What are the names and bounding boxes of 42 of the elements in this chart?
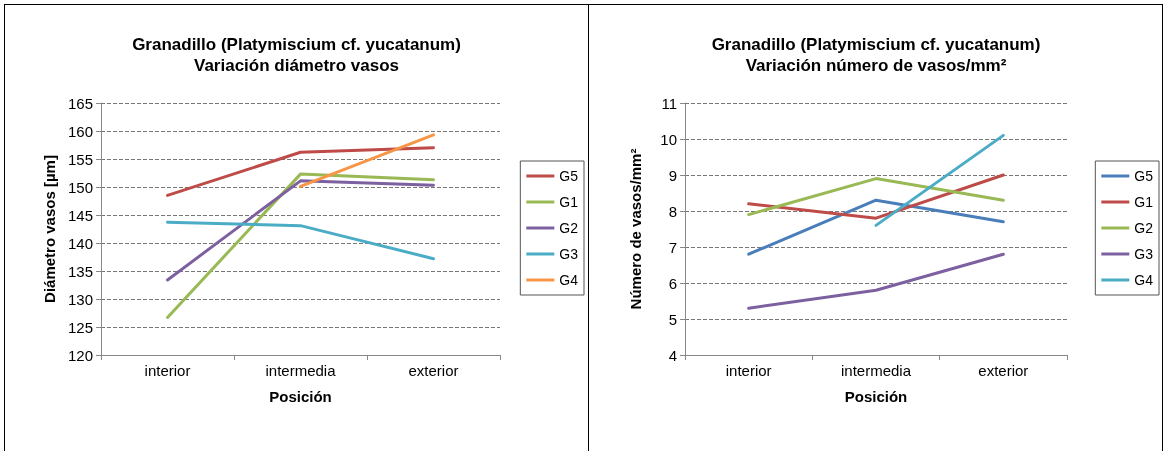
y-tick-label: 7 xyxy=(668,238,677,256)
x-tick-label: exterior xyxy=(978,362,1029,379)
chart-subtitle: Variación diámetro vasos xyxy=(193,56,400,75)
y-axis-title: Número de vasos/mm² xyxy=(627,148,644,310)
y-tick-label: 5 xyxy=(668,310,677,328)
legend-label: G2 xyxy=(559,220,579,236)
x-tick-label: interior xyxy=(725,362,772,379)
y-tick-label: 10 xyxy=(660,130,677,148)
y-axis-title: Diámetro vasos [µm] xyxy=(41,155,59,303)
y-tick-label: 140 xyxy=(67,234,93,252)
y-tick-label: 150 xyxy=(67,178,93,196)
y-tick-label: 120 xyxy=(67,346,93,364)
y-tick-label: 130 xyxy=(67,290,93,308)
y-tick-label: 155 xyxy=(67,150,93,168)
legend-label: G3 xyxy=(1134,246,1154,262)
y-tick-label: 6 xyxy=(668,274,677,292)
legend-label: G5 xyxy=(1134,168,1154,184)
x-axis-title: Posición xyxy=(269,388,332,405)
legend-label: G2 xyxy=(1134,220,1154,236)
y-tick-label: 4 xyxy=(668,346,677,364)
y-tick-label: 9 xyxy=(668,166,677,184)
y-tick-label: 125 xyxy=(67,318,93,336)
y-tick-label: 135 xyxy=(67,262,93,280)
x-tick-label: intermedia xyxy=(265,362,337,379)
legend-label: G5 xyxy=(559,168,579,184)
chart-subtitle: Variación número de vasos/mm² xyxy=(745,56,1007,75)
x-tick-label: exterior xyxy=(408,362,459,379)
y-tick-label: 8 xyxy=(668,202,677,220)
chart-title: Granadillo (Platymiscium cf. yucatanum) xyxy=(132,35,461,54)
y-tick-label: 11 xyxy=(661,94,677,112)
x-tick-label: interior xyxy=(144,362,191,379)
legend-label: G1 xyxy=(1134,194,1154,210)
x-tick-label: intermedia xyxy=(840,362,912,379)
legend-label: G4 xyxy=(1134,272,1154,288)
x-axis-title: Posición xyxy=(844,388,908,405)
y-tick-label: 145 xyxy=(67,206,93,224)
y-tick-label: 160 xyxy=(67,122,93,140)
chart-title: Granadillo (Platymiscium cf. yucatanum) xyxy=(711,35,1041,54)
legend-label: G4 xyxy=(559,272,579,288)
legend-label: G1 xyxy=(559,194,579,210)
legend-label: G3 xyxy=(559,246,579,262)
y-tick-label: 165 xyxy=(67,94,93,112)
